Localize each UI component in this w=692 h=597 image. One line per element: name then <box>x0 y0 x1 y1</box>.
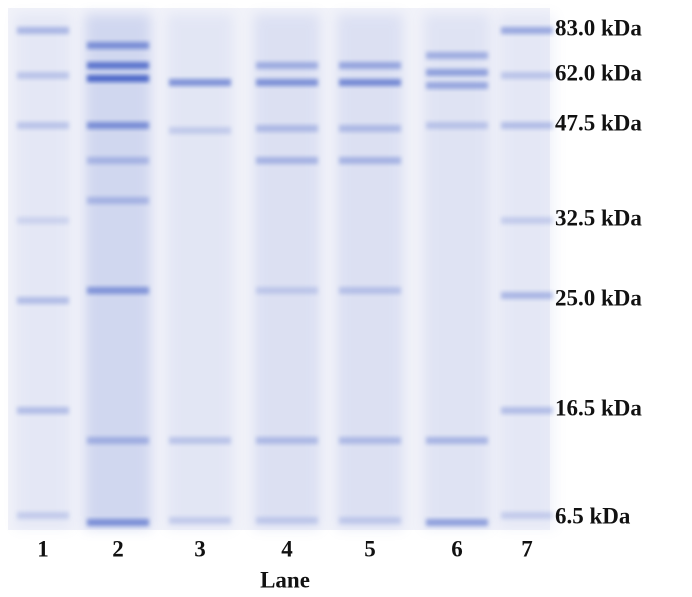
marker-label: 25.0 kDa <box>555 285 642 310</box>
protein-band <box>256 79 318 86</box>
marker-label: 83.0 kDa <box>555 15 642 40</box>
protein-band <box>87 122 149 129</box>
protein-band <box>426 437 488 444</box>
protein-band <box>426 52 488 59</box>
protein-band <box>169 127 231 134</box>
marker-label: 32.5 kDa <box>555 205 642 230</box>
protein-band <box>426 82 488 89</box>
protein-band <box>169 437 231 444</box>
protein-band <box>501 217 553 224</box>
protein-band <box>426 519 488 526</box>
lane-number: 7 <box>521 536 533 561</box>
protein-band <box>501 292 553 299</box>
lane-number: 2 <box>112 536 124 561</box>
protein-band <box>87 287 149 294</box>
protein-band <box>426 69 488 76</box>
lane-smear <box>254 14 320 529</box>
protein-band <box>339 125 401 132</box>
lane-smear <box>499 14 555 529</box>
protein-band <box>17 27 69 34</box>
lane-number: 5 <box>364 536 376 561</box>
protein-band <box>256 437 318 444</box>
protein-band <box>256 125 318 132</box>
lane-number: 1 <box>37 536 49 561</box>
protein-band <box>17 297 69 304</box>
protein-band <box>339 157 401 164</box>
lane-smear <box>167 14 233 529</box>
lane-number: 3 <box>194 536 206 561</box>
protein-band <box>87 157 149 164</box>
protein-band <box>87 62 149 69</box>
axis-label: Lane <box>260 567 310 592</box>
protein-band <box>256 517 318 524</box>
gel-lanes <box>15 14 555 529</box>
protein-band <box>339 517 401 524</box>
protein-band <box>17 407 69 414</box>
marker-label: 47.5 kDa <box>555 110 642 135</box>
protein-band <box>17 512 69 519</box>
protein-band <box>501 27 553 34</box>
protein-band <box>426 122 488 129</box>
protein-band <box>501 72 553 79</box>
lane-smear <box>15 14 71 529</box>
protein-band <box>256 157 318 164</box>
lane-smear <box>85 14 151 529</box>
protein-band <box>87 42 149 49</box>
lane-number: 6 <box>451 536 463 561</box>
marker-label: 62.0 kDa <box>555 60 642 85</box>
protein-band <box>87 437 149 444</box>
protein-band <box>169 79 231 86</box>
protein-band <box>339 62 401 69</box>
protein-band <box>339 287 401 294</box>
protein-band <box>17 122 69 129</box>
protein-band <box>17 217 69 224</box>
protein-band <box>501 407 553 414</box>
protein-band <box>256 287 318 294</box>
protein-band <box>87 75 149 82</box>
protein-band <box>339 79 401 86</box>
marker-label: 16.5 kDa <box>555 395 642 420</box>
protein-band <box>501 512 553 519</box>
protein-band <box>17 72 69 79</box>
marker-label: 6.5 kDa <box>555 503 631 528</box>
lane-smear <box>424 14 490 529</box>
protein-band <box>339 437 401 444</box>
protein-band <box>169 517 231 524</box>
lane-smear <box>337 14 403 529</box>
protein-band <box>87 519 149 526</box>
protein-band <box>87 197 149 204</box>
protein-band <box>256 62 318 69</box>
protein-band <box>501 122 553 129</box>
lane-number: 4 <box>281 536 293 561</box>
